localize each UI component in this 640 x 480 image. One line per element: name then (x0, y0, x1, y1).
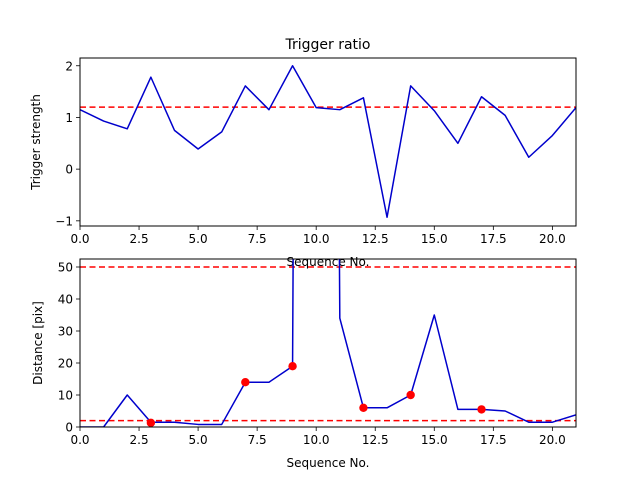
y-axis-label: Distance [pix] (31, 301, 45, 385)
x-tick-label: 0.0 (70, 433, 89, 447)
x-tick-label: 15.0 (421, 433, 448, 447)
data-point-marker (406, 390, 415, 400)
x-tick-label: 7.5 (248, 433, 267, 447)
y-tick-label: 40 (58, 293, 73, 307)
x-tick-label: 2.5 (130, 433, 149, 447)
y-tick-label: 30 (58, 325, 73, 339)
x-tick-label: 7.5 (248, 232, 267, 246)
y-tick-label: 20 (58, 357, 73, 371)
x-axis-label: Sequence No. (287, 456, 370, 470)
x-tick-label: 5.0 (189, 433, 208, 447)
trigger-ratio-plot: Trigger ratio Trigger strength Sequence … (29, 37, 577, 269)
x-tick-label: 17.5 (480, 232, 507, 246)
x-tick-label: 5.0 (189, 232, 208, 246)
y-tick-label: 1 (65, 111, 73, 125)
x-tick-label: 12.5 (362, 433, 389, 447)
data-point-marker (146, 418, 156, 428)
y-tick-label: 50 (58, 261, 73, 275)
x-tick-label: 10.0 (303, 232, 330, 246)
y-tick-label: 0 (65, 421, 73, 435)
data-point-marker (288, 362, 297, 371)
y-axis-label: Trigger strength (29, 94, 43, 191)
series-line (80, 259, 576, 427)
series-line (80, 65, 576, 218)
x-tick-label: 20.0 (539, 433, 566, 447)
data-point-marker (359, 403, 368, 412)
x-tick-label: 17.5 (480, 433, 507, 447)
plot-frame (79, 57, 577, 227)
x-tick-label: 15.0 (421, 232, 448, 246)
x-tick-label: 12.5 (362, 232, 389, 246)
y-tick-label: 2 (65, 59, 73, 73)
distance-plot: Distance [pix] Sequence No. 0.0 2.5 5.0 7.5… (31, 258, 577, 470)
y-tick-label: 0 (65, 163, 73, 177)
data-point-marker (477, 405, 486, 414)
chart-title: Trigger ratio (284, 37, 370, 53)
plot-frame (79, 258, 577, 428)
x-tick-label: 10.0 (303, 433, 330, 447)
x-tick-label: 0.0 (70, 232, 89, 246)
x-tick-label: 2.5 (130, 232, 149, 246)
x-tick-label: 20.0 (539, 232, 566, 246)
y-tick-label: 10 (58, 389, 73, 403)
data-point-marker (241, 378, 250, 387)
y-tick-label: −1 (55, 214, 73, 228)
